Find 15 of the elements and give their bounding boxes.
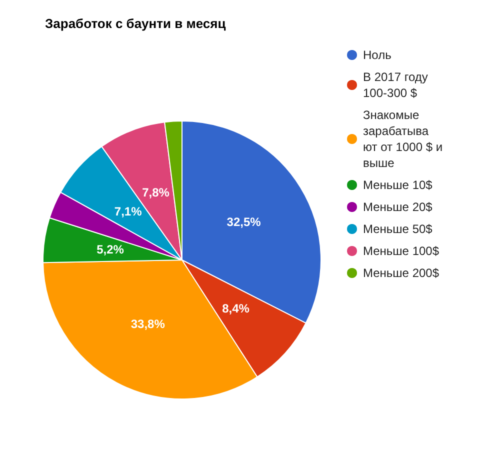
legend-label: Меньше 10$ bbox=[363, 178, 433, 192]
legend-label: В 2017 году 100-300 $ bbox=[363, 70, 432, 100]
legend-label: Меньше 200$ bbox=[363, 266, 440, 280]
data-label: 32,5% bbox=[226, 215, 262, 230]
legend-label: Знакомые зарабатывают от 1000 $ и выше bbox=[363, 108, 446, 170]
data-label: 7,1% bbox=[114, 204, 142, 219]
data-label: 7,8% bbox=[142, 185, 170, 200]
data-label: 33,8% bbox=[130, 316, 166, 331]
legend-label: Ноль bbox=[363, 48, 392, 62]
legend-label: Меньше 100$ bbox=[363, 244, 440, 258]
legend-label: Меньше 50$ bbox=[363, 222, 433, 236]
legend-label: Меньше 20$ bbox=[363, 200, 433, 214]
data-label: 5,2% bbox=[96, 242, 124, 257]
data-label: 8,4% bbox=[222, 302, 250, 316]
chart-title: Заработок с баунти в месяц bbox=[45, 16, 226, 31]
